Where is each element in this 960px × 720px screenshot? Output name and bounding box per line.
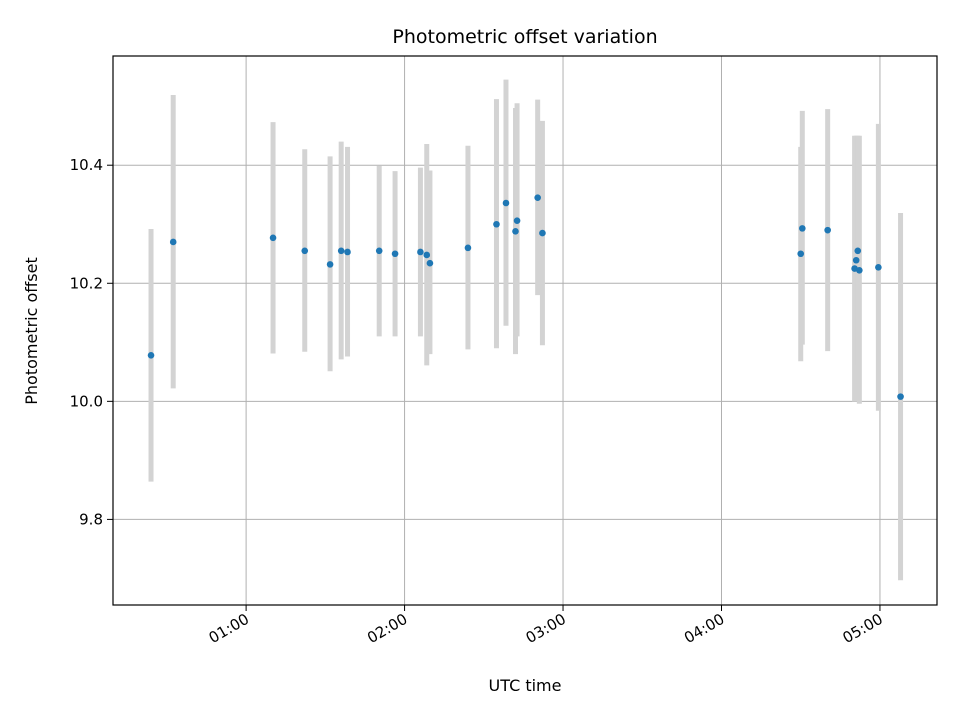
data-point [852,256,860,264]
data-point [493,220,500,228]
data-point [301,247,309,255]
y-tick-label: 10.4 [70,156,103,174]
data-point [824,226,831,234]
data-point [169,238,177,246]
x-axis-label: UTC time [489,676,562,695]
data-point [147,351,155,359]
data-point [344,248,351,256]
data-point [326,261,334,268]
data-point [417,248,424,256]
y-tick-label: 10.2 [70,274,103,292]
y-axis: 9.8 10.0 10.2 10.4 [70,156,113,528]
data-point [512,228,519,235]
data-point [513,217,521,224]
data-point [269,234,277,242]
data-point [502,199,510,207]
data-point [464,244,472,252]
data-point [375,247,383,255]
data-point [423,251,431,259]
data-point [426,259,434,267]
data-point [391,250,399,258]
data-points [147,194,904,400]
data-point [875,264,882,271]
data-point [337,247,345,255]
data-point [534,194,541,201]
data-point [799,225,806,232]
data-point [797,250,805,258]
data-point [854,247,862,255]
y-tick-label: 10.0 [70,392,103,410]
plot-area-frame [112,55,938,606]
data-point [897,393,904,400]
data-point [539,229,546,237]
y-tick-label: 9.8 [79,510,103,528]
data-point [856,266,863,274]
chart-title: Photometric offset variation [392,26,657,48]
y-axis-label: Photometric offset [22,257,41,405]
